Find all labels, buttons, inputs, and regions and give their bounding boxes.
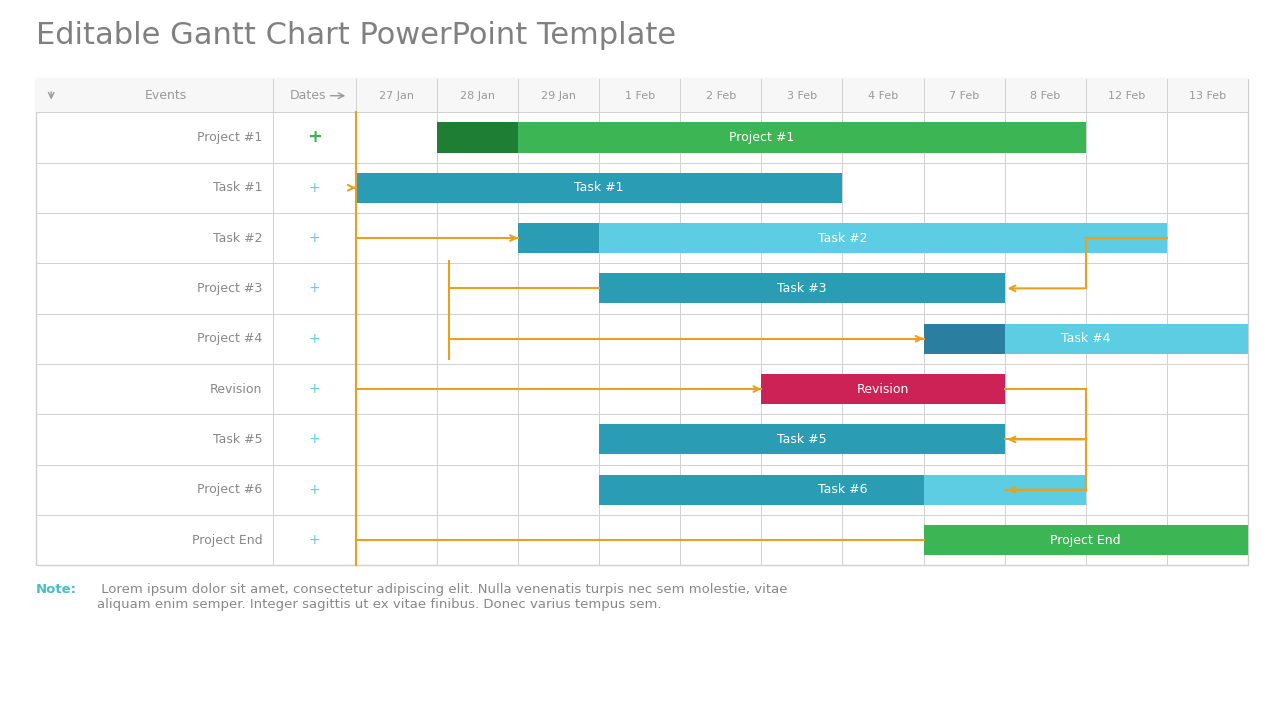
Text: 13 Feb: 13 Feb <box>1189 91 1226 101</box>
Bar <box>518 223 599 253</box>
Text: Project #4: Project #4 <box>197 332 262 345</box>
Text: Project #1: Project #1 <box>728 131 794 144</box>
Text: Revision: Revision <box>856 382 909 395</box>
Text: +: + <box>307 128 321 146</box>
Text: Task #1: Task #1 <box>575 181 623 194</box>
Text: 1 Feb: 1 Feb <box>625 91 655 101</box>
Bar <box>518 122 1085 153</box>
Text: Project #1: Project #1 <box>197 131 262 144</box>
Bar <box>36 79 1248 112</box>
Text: Revision: Revision <box>210 382 262 395</box>
Bar <box>599 223 1167 253</box>
Text: Task #5: Task #5 <box>777 433 827 446</box>
Bar <box>599 424 1005 454</box>
Bar <box>599 274 1005 304</box>
Text: Task #6: Task #6 <box>818 483 868 496</box>
Bar <box>924 474 1085 505</box>
Text: 3 Feb: 3 Feb <box>787 91 817 101</box>
Text: +: + <box>308 231 320 245</box>
Text: +: + <box>308 382 320 396</box>
Text: Task #4: Task #4 <box>1061 332 1111 345</box>
Text: Project #6: Project #6 <box>197 483 262 496</box>
Text: 4 Feb: 4 Feb <box>868 91 899 101</box>
Text: 7 Feb: 7 Feb <box>948 91 979 101</box>
Text: +: + <box>308 181 320 194</box>
Text: Dates: Dates <box>289 89 326 102</box>
Text: 27 Jan: 27 Jan <box>379 91 413 101</box>
Text: +: + <box>308 433 320 446</box>
Text: Project #3: Project #3 <box>197 282 262 295</box>
Text: 12 Feb: 12 Feb <box>1107 91 1146 101</box>
Bar <box>599 474 924 505</box>
Text: 29 Jan: 29 Jan <box>541 91 576 101</box>
Text: Task #3: Task #3 <box>777 282 827 295</box>
Text: Project End: Project End <box>192 534 262 546</box>
Bar <box>924 525 1248 555</box>
Text: 2 Feb: 2 Feb <box>705 91 736 101</box>
Text: Editable Gantt Chart PowerPoint Template: Editable Gantt Chart PowerPoint Template <box>36 22 676 50</box>
Bar <box>356 173 842 203</box>
Text: Events: Events <box>145 89 187 102</box>
Text: +: + <box>308 533 320 547</box>
Text: Task #2: Task #2 <box>818 232 868 245</box>
Text: Project End: Project End <box>1051 534 1121 546</box>
Text: Task #1: Task #1 <box>212 181 262 194</box>
Bar <box>36 79 1248 565</box>
Bar <box>924 323 1005 354</box>
Text: 8 Feb: 8 Feb <box>1030 91 1060 101</box>
Bar <box>762 374 1005 404</box>
Text: +: + <box>308 282 320 295</box>
Text: Task #2: Task #2 <box>212 232 262 245</box>
Text: +: + <box>308 332 320 346</box>
Bar <box>436 122 518 153</box>
Text: Note:: Note: <box>36 583 77 596</box>
Text: 28 Jan: 28 Jan <box>460 91 495 101</box>
Bar <box>1005 323 1248 354</box>
Text: Lorem ipsum dolor sit amet, consectetur adipiscing elit. Nulla venenatis turpis : Lorem ipsum dolor sit amet, consectetur … <box>97 583 787 611</box>
Text: +: + <box>308 482 320 497</box>
Text: Task #5: Task #5 <box>212 433 262 446</box>
